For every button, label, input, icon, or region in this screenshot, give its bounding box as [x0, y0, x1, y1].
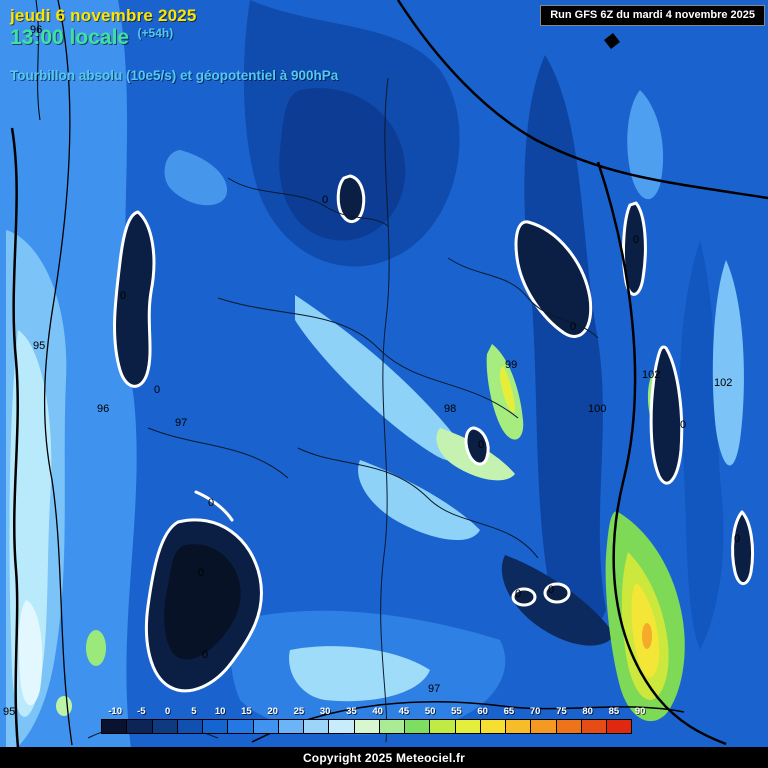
legend-value: 75	[556, 706, 567, 717]
legend-swatch	[328, 719, 355, 734]
legend-value: 15	[241, 706, 252, 717]
legend-swatch	[454, 719, 481, 734]
legend-swatches-row	[101, 719, 653, 734]
legend-swatch	[252, 719, 279, 734]
legend-value: 85	[608, 706, 620, 717]
legend-swatch	[126, 719, 153, 734]
legend-value: 65	[503, 706, 515, 717]
color-scale-legend: -10 -5 0 5 10 15 20 25 30 35 40 45	[101, 706, 653, 734]
legend-swatch	[151, 719, 178, 734]
forecast-time-line: 13:00 locale (+54h)	[10, 26, 173, 50]
forecast-offset: (+54h)	[137, 26, 174, 40]
legend-swatch	[606, 719, 633, 734]
legend-swatch	[353, 719, 380, 734]
legend-swatch	[404, 719, 431, 734]
legend-value: 10	[214, 706, 226, 717]
legend-value: 0	[164, 706, 171, 717]
legend-value: -10	[108, 706, 122, 717]
legend-swatch	[530, 719, 557, 734]
map-subtitle: Tourbillon absolu (10e5/s) et géopotenti…	[10, 68, 339, 83]
legend-value: 70	[529, 706, 541, 717]
map-symbol	[604, 33, 620, 49]
legend-value: -5	[137, 706, 146, 717]
legend-value: 90	[634, 706, 646, 717]
copyright-bar: Copyright 2025 Meteociel.fr	[0, 747, 768, 768]
legend-swatch	[227, 719, 254, 734]
legend-swatch	[277, 719, 304, 734]
legend-swatch	[555, 719, 582, 734]
legend-value: 25	[293, 706, 305, 717]
copyright-text: Copyright 2025 Meteociel.fr	[302, 750, 466, 765]
legend-value: 50	[424, 706, 436, 717]
legend-value: 30	[319, 706, 331, 717]
legend-value: 40	[372, 706, 383, 717]
legend-value: 80	[582, 706, 593, 717]
legend-swatch	[505, 719, 532, 734]
forecast-date: jeudi 6 novembre 2025	[10, 6, 197, 25]
legend-swatch	[429, 719, 456, 734]
legend-value: 55	[451, 706, 462, 717]
legend-value: 5	[191, 706, 197, 717]
legend-swatch	[101, 719, 128, 734]
legend-swatch	[479, 719, 506, 734]
legend-value: 20	[267, 706, 278, 717]
legend-value: 60	[477, 706, 488, 717]
forecast-time: 13:00 locale	[10, 26, 130, 49]
legend-swatch	[176, 719, 203, 734]
legend-value: 35	[346, 706, 357, 717]
legend-swatch	[580, 719, 607, 734]
legend-swatch	[303, 719, 330, 734]
legend-values-row: -10 -5 0 5 10 15 20 25 30 35 40 45	[102, 706, 653, 718]
run-info-box: Run GFS 6Z du mardi 4 novembre 2025	[540, 5, 765, 26]
legend-swatch	[202, 719, 229, 734]
legend-value: 45	[398, 706, 410, 717]
legend-swatch	[378, 719, 405, 734]
